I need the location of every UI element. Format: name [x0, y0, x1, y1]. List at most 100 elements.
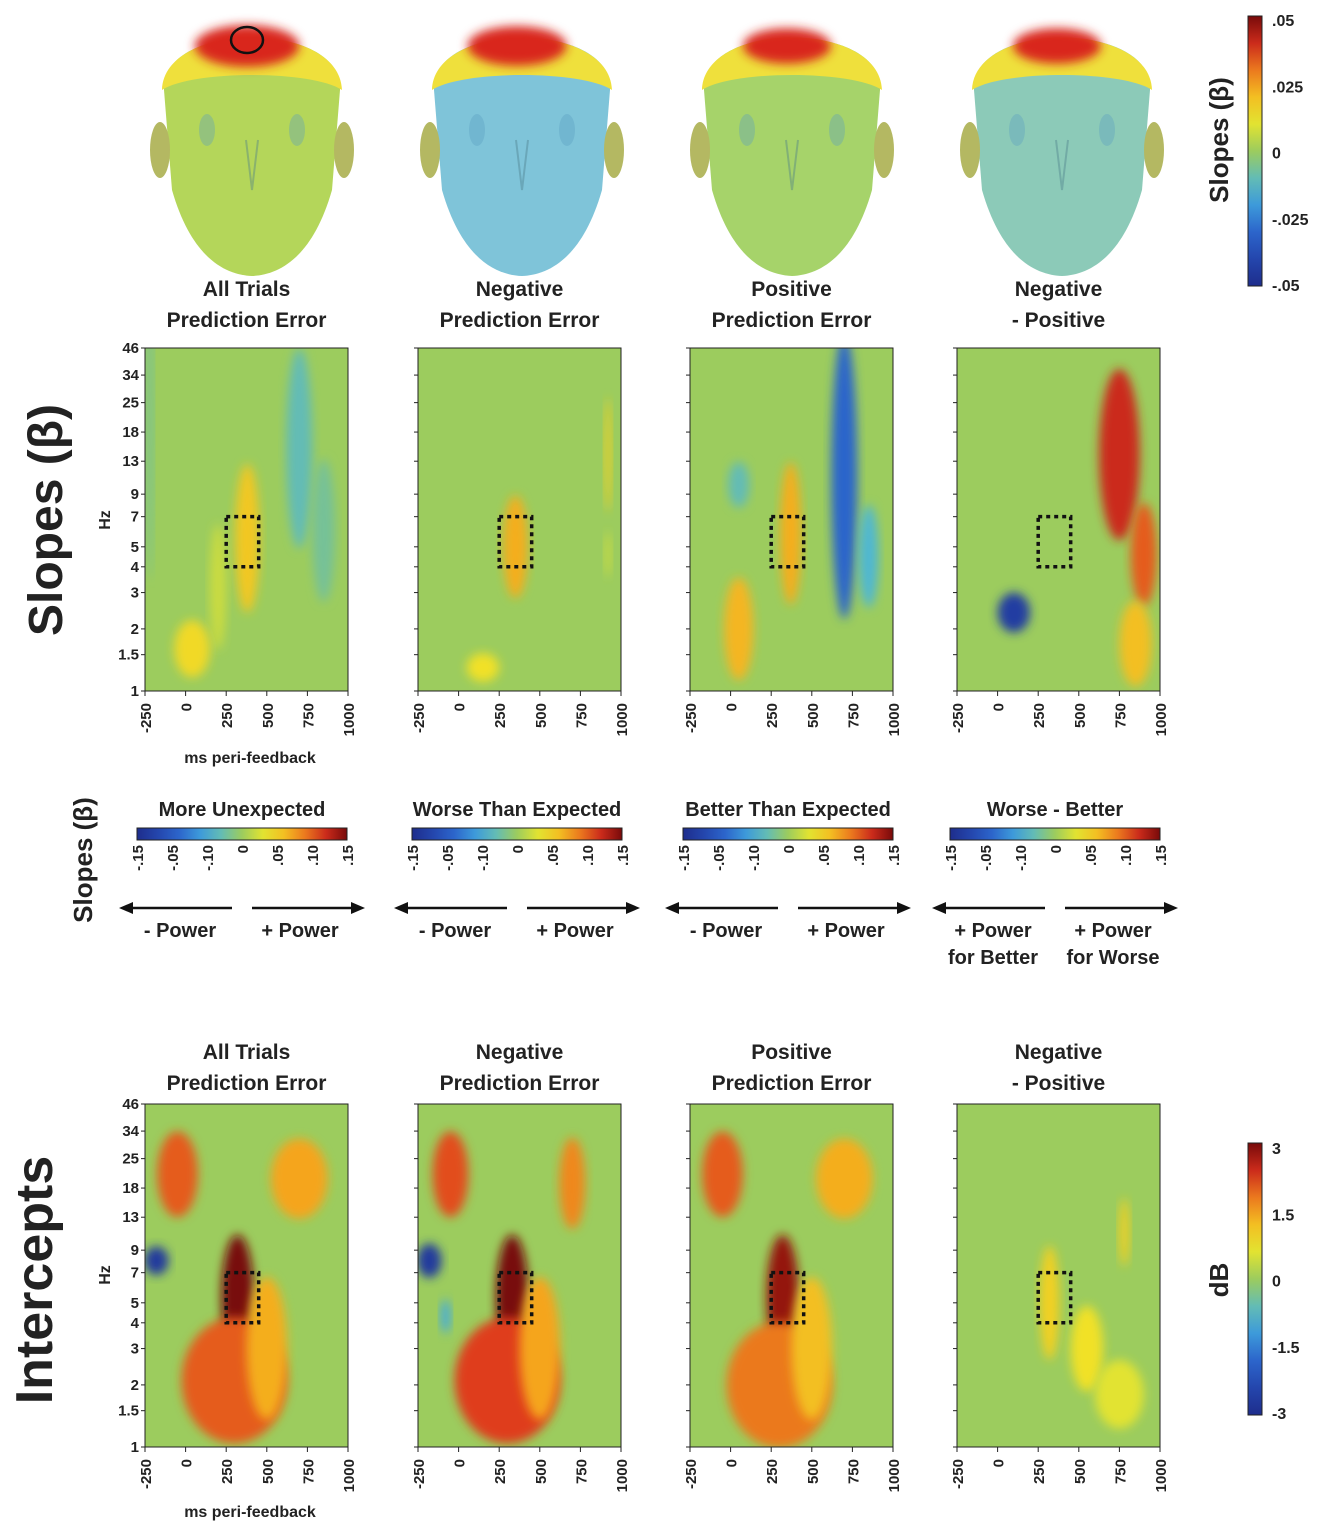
panel-title-line1: Negative: [1015, 278, 1103, 301]
roi-box: [1036, 514, 1073, 569]
intercepts-panel-1: -250 0 250 500 750 1000 46 34 25 18 13 9 7 5 4 3 2 1.5 1: [118, 1096, 358, 1492]
colorbar-tick: .15: [340, 845, 357, 866]
colorbar-tick: -.15: [405, 845, 422, 871]
heatmap-cluster: [1070, 1305, 1104, 1392]
x-tick-label: 0: [991, 1459, 1008, 1467]
power-label-left: - Power: [690, 920, 762, 942]
colorbar-tick: .10: [1118, 845, 1135, 866]
slopes-panel-4: -250 0 250 500 750 1000: [950, 347, 1170, 736]
y-axis-label: Hz: [97, 510, 114, 530]
x-tick-label: 0: [452, 703, 469, 711]
x-tick-label: 750: [845, 703, 862, 728]
y-tick-label: 9: [131, 486, 139, 503]
scalp-map: [420, 26, 624, 276]
x-tick-label: -250: [683, 703, 700, 733]
panel-frame: [689, 347, 894, 692]
heatmap-cluster: [440, 1299, 451, 1334]
slopes-panel-2: -250 0 250 500 750 1000: [411, 347, 631, 736]
y-tick-label: 18: [122, 1180, 139, 1197]
roi-box: [769, 1270, 806, 1325]
x-tick-label: 1000: [886, 1459, 903, 1492]
x-tick-label: -250: [138, 703, 155, 733]
y-tick-label: 1.5: [118, 1403, 139, 1420]
x-tick-label: 0: [179, 1459, 196, 1467]
colorbar-tick: -.15: [676, 845, 693, 871]
heatmap-cluster: [780, 462, 802, 605]
heatmap-cluster: [145, 1246, 169, 1275]
y-tick-label: 4: [131, 1315, 140, 1332]
intercepts-panel-3: -250 0 250 500 750 1000: [683, 1103, 903, 1492]
x-tick-label: 500: [1072, 703, 1089, 728]
slopes-panel-3: -250 0 250 500 750 1000: [683, 347, 903, 736]
panel-title-line1: Positive: [751, 278, 832, 301]
x-tick-label: 500: [533, 1459, 550, 1484]
y-tick-label: 34: [122, 367, 139, 384]
heatmap-cluster: [503, 495, 528, 599]
x-tick-label: 750: [573, 703, 590, 728]
db-colorbar-tick: 1.5: [1272, 1207, 1294, 1224]
x-tick-label: 0: [179, 703, 196, 711]
panel-frame: [956, 347, 1161, 692]
roi-box: [497, 514, 534, 569]
scalp-hotspot: [467, 26, 567, 66]
colorbar-tick: .05: [1083, 845, 1100, 866]
scalp-colorbar-tick: .025: [1272, 79, 1303, 96]
ear: [1144, 122, 1164, 178]
panel-frame: [956, 1103, 1161, 1448]
heatmap-cluster: [235, 463, 260, 613]
power-label-left: + Power: [954, 920, 1031, 942]
x-tick-label: 500: [260, 703, 277, 728]
y-tick-label: 4: [131, 559, 140, 576]
ear: [874, 122, 894, 178]
x-tick-label: 250: [764, 703, 781, 728]
panel-title-line1: All Trials: [203, 278, 291, 301]
x-tick-label: 500: [1072, 1459, 1089, 1484]
arrow-right-head: [351, 902, 365, 914]
scalp-hotspot: [1013, 28, 1101, 64]
colorbar-tick: .10: [305, 845, 322, 866]
power-label-right: + Power: [536, 920, 613, 942]
head-surface: [433, 37, 611, 276]
y-tick-label: 3: [131, 585, 139, 602]
head-surface: [703, 37, 881, 276]
roi-box: [497, 1270, 534, 1325]
panel-frame: [417, 347, 622, 692]
x-tick-label: 1000: [1153, 703, 1170, 736]
scalp-map: [960, 28, 1164, 276]
colorbar-tick: -.05: [978, 845, 995, 871]
ear: [960, 122, 980, 178]
x-tick-label: 1000: [1153, 1459, 1170, 1492]
scalp-hotspot: [743, 28, 831, 64]
power-label-right: + Power: [807, 920, 884, 942]
y-tick-label: 9: [131, 1242, 139, 1259]
heatmap-cluster: [519, 1277, 561, 1421]
arrow-left-head: [119, 902, 133, 914]
panel-title-line1: Negative: [1015, 1041, 1103, 1064]
heatmap-cluster: [604, 531, 612, 578]
scalp-hotspot: [194, 25, 300, 67]
x-tick-label: 250: [1031, 1459, 1048, 1484]
power-label-left: - Power: [144, 920, 216, 942]
heatmap-cluster: [270, 1138, 328, 1219]
db-colorbar-tick: -1.5: [1272, 1340, 1300, 1357]
scalp-colorbar-tick: -.025: [1272, 212, 1309, 229]
panel-title-line2: Prediction Error: [167, 1072, 327, 1095]
y-tick-label: 7: [131, 1265, 139, 1282]
row-label-intercepts: Intercepts: [6, 1156, 64, 1405]
y-tick-label: 25: [122, 395, 139, 412]
db-colorbar-label: dB: [1204, 1263, 1234, 1298]
nose-shading: [515, 139, 529, 191]
colorbar-tick: .15: [1153, 845, 1170, 866]
y-tick-label: 1: [131, 1439, 139, 1456]
colorbar-tick: .10: [580, 845, 597, 866]
intercepts-panel-4: -250 0 250 500 750 1000: [950, 1103, 1170, 1492]
x-tick-label: 500: [533, 703, 550, 728]
heatmap-cluster: [174, 620, 210, 678]
electrode-circle: [229, 25, 265, 55]
x-tick-label: 250: [492, 703, 509, 728]
colorbar-tick: -.10: [746, 845, 763, 871]
y-tick-label: 1: [131, 683, 139, 700]
ear: [334, 122, 354, 178]
scalp-colorbar-tick: .05: [1272, 13, 1294, 30]
x-tick-label: 750: [1112, 1459, 1129, 1484]
